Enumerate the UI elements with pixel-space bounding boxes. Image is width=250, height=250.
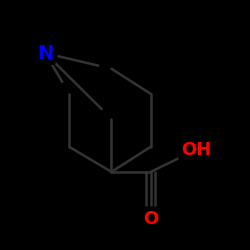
Text: O: O: [143, 210, 158, 228]
Text: N: N: [37, 44, 53, 62]
Text: OH: OH: [181, 141, 211, 159]
